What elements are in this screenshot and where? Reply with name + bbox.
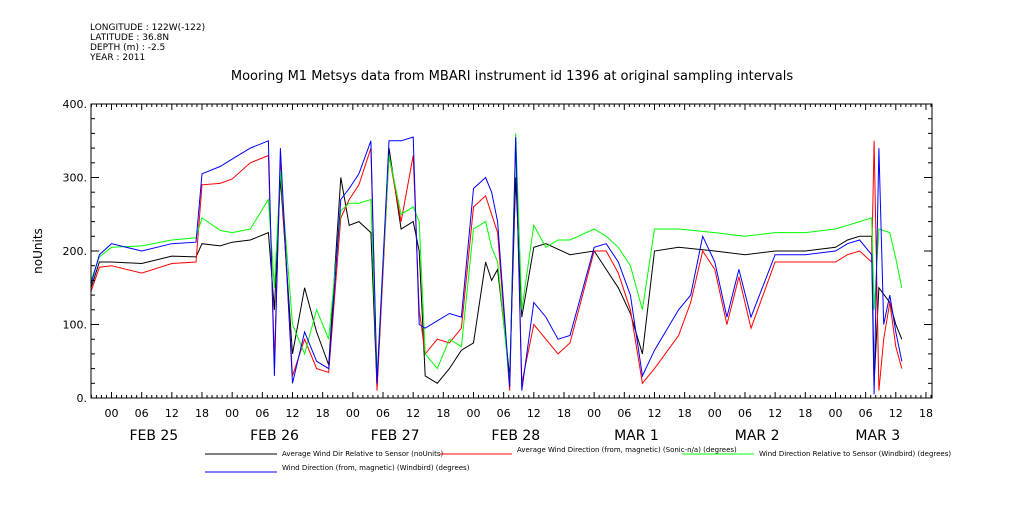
x-hour-label: 18: [436, 407, 450, 420]
x-hour-label: 12: [165, 407, 179, 420]
x-hour-label: 12: [889, 407, 903, 420]
x-hour-label: 00: [828, 407, 842, 420]
longitude-label: LONGITUDE : 122W(-122): [90, 23, 205, 33]
y-tick-label: 100.: [63, 319, 88, 332]
x-day-label: MAR 1: [614, 428, 659, 444]
ticks-layer: 00 06 12 18 00 06 12 18 00 06 12 18 00 06 12 18 00 06 12 18…: [63, 98, 933, 444]
series-line-1: [90, 140, 903, 391]
x-hour-label: 06: [497, 407, 511, 420]
y-axis-label: noUnits: [31, 228, 45, 274]
x-hour-label: 18: [195, 407, 209, 420]
y-tick-label: 400.: [63, 98, 88, 111]
legend-label-3: Wind Direction (from, magnetic) (Windbir…: [282, 464, 470, 472]
x-hour-label: 00: [708, 407, 722, 420]
x-day-label: MAR 2: [735, 428, 780, 444]
legend: Average Wind Dir Relative to Sensor (noU…: [205, 446, 951, 473]
x-hour-label: 18: [557, 407, 571, 420]
x-hour-label: 06: [135, 407, 149, 420]
x-hour-label: 06: [376, 407, 390, 420]
x-hour-label: 18: [316, 407, 330, 420]
x-hour-label: 18: [798, 407, 812, 420]
x-hour-label: 00: [346, 407, 360, 420]
depth-label: DEPTH (m) : -2.5: [90, 43, 165, 53]
plot-frame: [90, 103, 933, 399]
x-day-label: FEB 27: [371, 428, 420, 444]
x-hour-label: 18: [919, 407, 933, 420]
series-line-3: [90, 136, 903, 395]
x-hour-label: 12: [647, 407, 661, 420]
x-hour-label: 00: [587, 407, 601, 420]
x-day-label: FEB 25: [129, 428, 178, 444]
year-label: YEAR : 2011: [89, 53, 145, 63]
x-hour-label: 06: [859, 407, 873, 420]
x-hour-label: 00: [466, 407, 480, 420]
x-hour-label: 12: [406, 407, 420, 420]
legend-label-0: Average Wind Dir Relative to Sensor (noU…: [282, 450, 443, 458]
x-hour-label: 12: [286, 407, 300, 420]
x-day-label: FEB 26: [250, 428, 299, 444]
x-hour-label: 06: [738, 407, 752, 420]
chart-title: Mooring M1 Metsys data from MBARI instru…: [231, 69, 793, 84]
legend-label-1: Average Wind Direction (from, magnetic) …: [517, 446, 737, 454]
x-hour-label: 12: [527, 407, 541, 420]
x-day-label: MAR 3: [855, 428, 900, 444]
series-line-0: [90, 148, 903, 388]
x-hour-label: 18: [678, 407, 692, 420]
x-hour-label: 12: [768, 407, 782, 420]
y-tick-label: 200.: [63, 245, 88, 258]
x-hour-label: 06: [255, 407, 269, 420]
series-layer: [90, 133, 903, 395]
y-tick-label: 300.: [63, 172, 88, 185]
legend-label-2: Wind Direction Relative to Sensor (Windb…: [759, 450, 951, 458]
series-line-2: [90, 133, 903, 384]
y-tick-label: 0.: [77, 392, 88, 405]
x-hour-label: 06: [617, 407, 631, 420]
latitude-label: LATITUDE : 36.8N: [90, 33, 169, 43]
x-hour-label: 00: [105, 407, 119, 420]
x-day-label: FEB 28: [491, 428, 540, 444]
x-hour-label: 00: [225, 407, 239, 420]
